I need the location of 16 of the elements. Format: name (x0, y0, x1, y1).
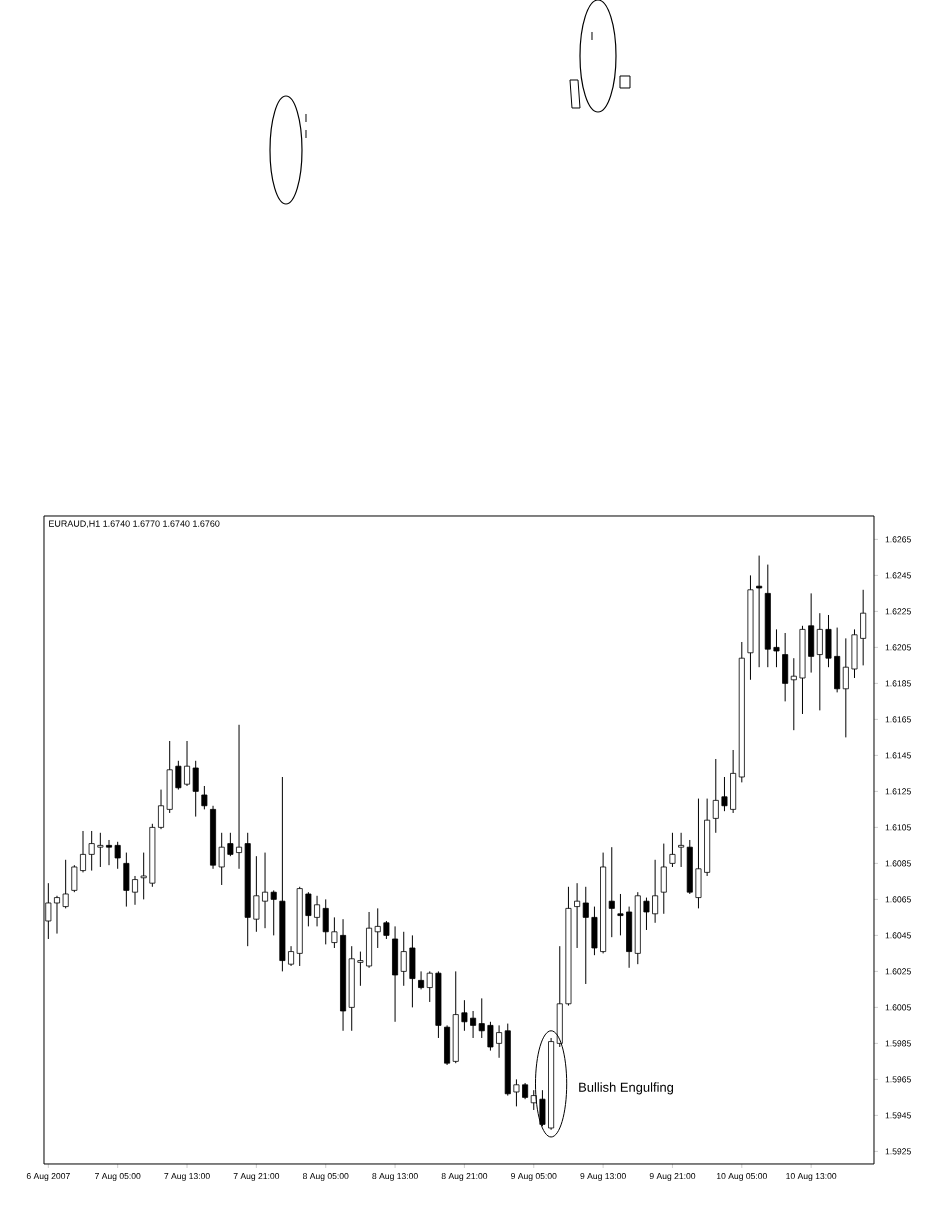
candlestick (123, 852, 130, 908)
candlestick (669, 832, 676, 868)
candlestick (270, 889, 277, 936)
candlestick (782, 632, 789, 702)
candlestick (487, 1021, 494, 1052)
candlestick (660, 843, 667, 915)
candlestick (192, 760, 199, 818)
candlestick (695, 798, 702, 909)
candlestick (114, 841, 121, 870)
candlestick (756, 555, 763, 668)
candlestick (574, 882, 581, 949)
candlestick (392, 925, 399, 1023)
candlestick (62, 859, 69, 909)
candlestick (721, 776, 728, 812)
candlestick (201, 785, 208, 810)
candlestick (418, 970, 425, 990)
